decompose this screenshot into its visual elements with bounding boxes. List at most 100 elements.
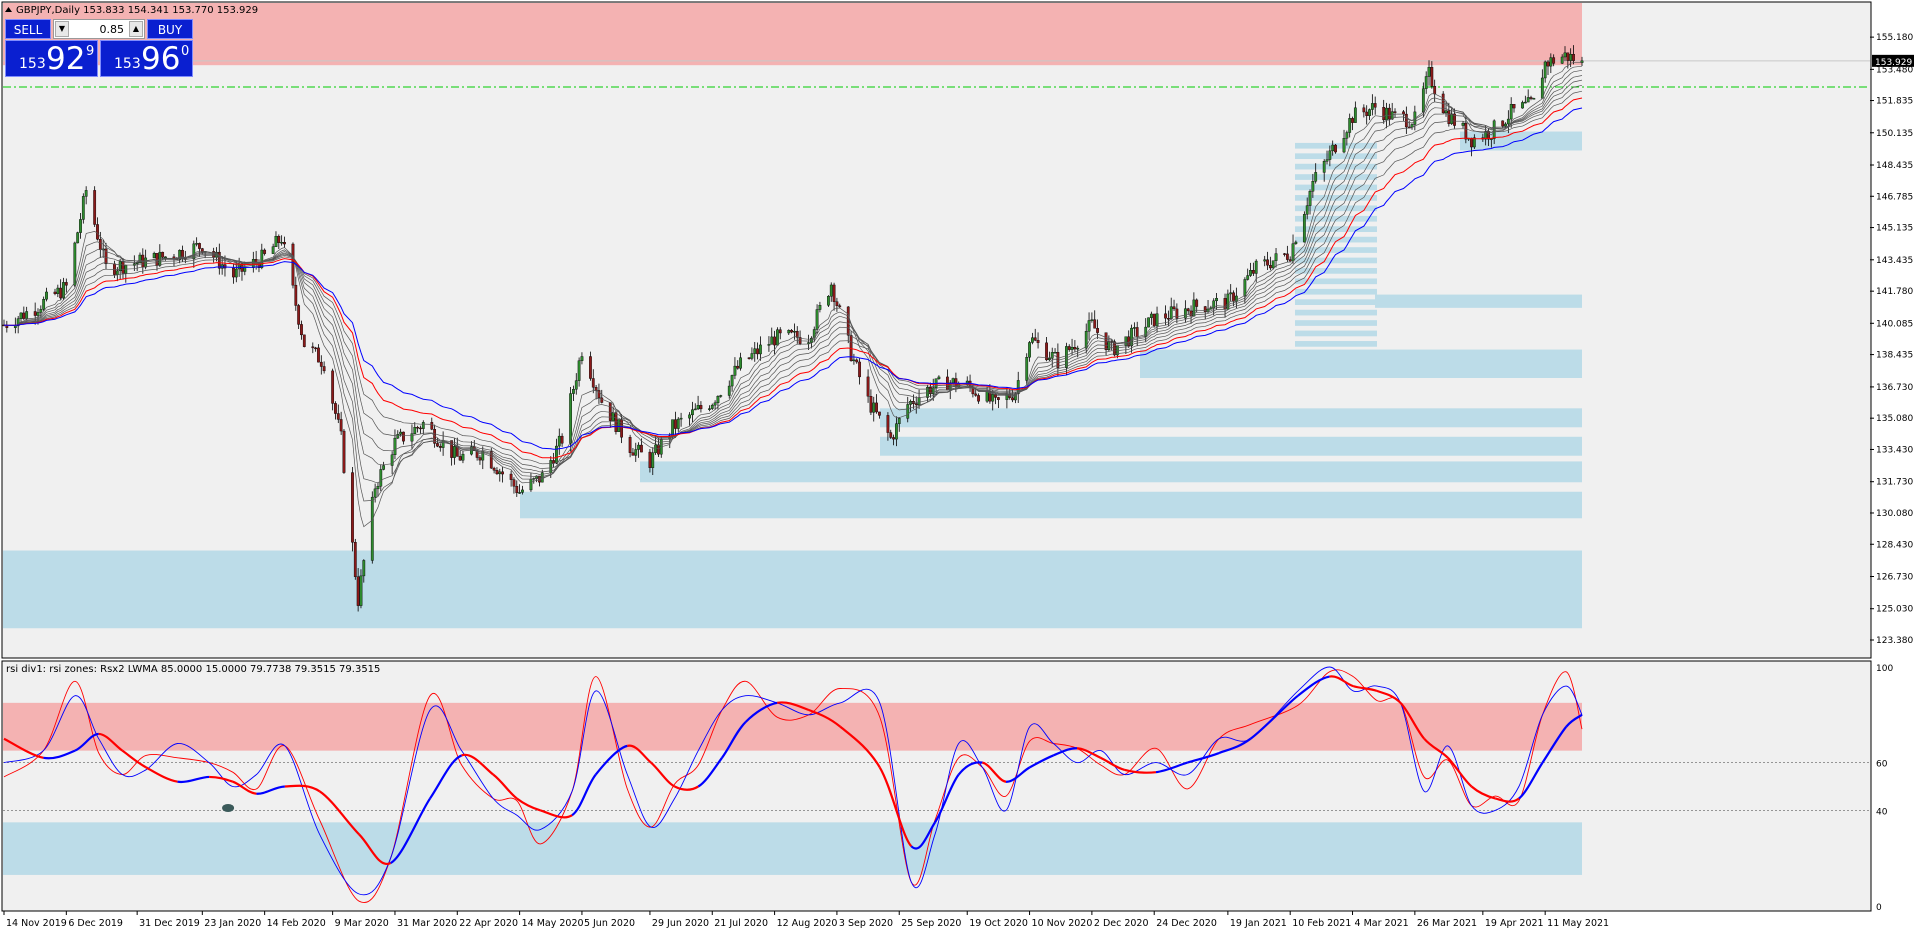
price-panel[interactable]: [1, 1, 1872, 659]
candle-body: [453, 446, 456, 458]
candle-body: [827, 296, 830, 306]
rsi-slow-line-segment: [1447, 757, 1473, 788]
candle-body: [436, 443, 439, 447]
x-tick-label: 9 Mar 2020: [335, 918, 389, 929]
candle-body: [1283, 253, 1286, 255]
lot-size-input[interactable]: [72, 20, 126, 38]
rsi-slow-line-segment: [744, 701, 778, 723]
candle-body: [1011, 397, 1014, 401]
candle-body: [750, 353, 754, 359]
candle-body: [410, 433, 414, 442]
candle-body: [1308, 191, 1312, 206]
x-tick-label: 21 Jul 2020: [714, 918, 768, 929]
candle-body: [1342, 138, 1346, 153]
y-tick-label: 126.730: [1876, 572, 1913, 582]
candle-body: [886, 415, 890, 433]
candle-body: [322, 366, 326, 372]
candle-body: [297, 305, 301, 325]
candle-body: [121, 261, 125, 274]
candle-body: [294, 284, 298, 306]
buy-price-button[interactable]: 153 96 0: [100, 40, 193, 77]
x-tick-label: 14 Nov 2019: [6, 918, 67, 929]
candle-body: [1246, 275, 1250, 280]
candle-body: [736, 365, 740, 369]
candle-body: [951, 378, 955, 384]
demand-ladder-stripe: [1295, 372, 1377, 378]
candle-body: [1025, 357, 1029, 381]
y-tick-label: 153.480: [1876, 65, 1913, 75]
ribbon-ma-line: [3, 90, 1583, 465]
demand-ladder-stripe: [1295, 236, 1377, 243]
candle-body: [359, 575, 363, 606]
candle-body: [1135, 327, 1139, 337]
ma-layer: [3, 61, 1583, 528]
candle-body: [1373, 103, 1377, 108]
candle-body: [557, 435, 561, 447]
candle-body: [713, 402, 717, 406]
candle-body: [1433, 86, 1437, 95]
rsi-slow-line-segment: [516, 797, 541, 812]
candle-body: [1254, 260, 1258, 274]
triangle-down-icon[interactable]: ▼: [55, 21, 69, 37]
candle-body: [688, 414, 691, 419]
candle-body: [402, 431, 405, 442]
candle-body: [835, 301, 839, 306]
candle-body: [62, 282, 65, 299]
candle-body: [223, 264, 227, 269]
sell-button[interactable]: SELL: [5, 19, 51, 39]
sell-price-button[interactable]: 153 92 9: [5, 40, 98, 77]
x-tick-label: 10 Nov 2020: [1032, 918, 1093, 929]
candle-body: [852, 359, 856, 362]
candle-body: [917, 397, 921, 406]
candle-body: [634, 449, 638, 456]
candle-body: [1031, 337, 1034, 343]
buy-button[interactable]: BUY: [147, 19, 193, 39]
rsi-slow-line-segment: [1494, 797, 1520, 803]
candle-body: [991, 394, 995, 402]
candle-body: [1067, 346, 1071, 350]
x-tick-label: 3 Sep 2020: [839, 918, 893, 929]
candle-body: [498, 471, 502, 475]
y-tick-label: 151.835: [1876, 97, 1913, 107]
collapse-triangle-icon[interactable]: [5, 7, 12, 12]
candle-body: [716, 396, 720, 404]
rsi-slow-line-segment: [721, 721, 747, 759]
triangle-up-icon[interactable]: ▲: [129, 21, 143, 37]
candle-body: [631, 452, 635, 456]
candle-body: [1365, 111, 1369, 116]
candle-body: [572, 389, 575, 394]
candle-body: [608, 402, 612, 421]
sell-price-fraction: 9: [86, 44, 95, 59]
rsi-slow-line-segment: [209, 775, 234, 783]
x-tick-label: 12 Aug 2020: [777, 918, 838, 929]
candle-body: [1529, 97, 1533, 99]
candle-body: [1073, 346, 1077, 350]
demand-ladder-stripe: [1295, 153, 1377, 160]
candle-body: [152, 253, 156, 259]
x-tick-label: 31 Mar 2020: [397, 918, 457, 929]
candle-body: [1410, 124, 1414, 128]
x-tick-label: 10 Feb 2021: [1292, 918, 1351, 929]
buy-price-prefix: 153: [114, 56, 141, 72]
demand-ladder-stripe: [1295, 226, 1377, 233]
candle-body: [430, 422, 434, 430]
candle-body: [730, 375, 734, 387]
candle-body: [1532, 98, 1536, 100]
candle-body: [1243, 279, 1247, 297]
candle-body: [1285, 253, 1289, 260]
candle-body: [1016, 380, 1020, 395]
candle-body: [42, 299, 46, 310]
y-tick-label: 141.780: [1876, 287, 1913, 297]
demand-ladder-stripe: [1295, 341, 1377, 347]
candle-body: [1563, 52, 1567, 58]
candle-body: [19, 312, 23, 319]
candle-body: [1226, 293, 1230, 310]
candle-body: [1251, 270, 1255, 274]
candle-body: [300, 324, 303, 336]
x-tick-label: 29 Jun 2020: [652, 918, 709, 929]
candle-body: [311, 346, 315, 349]
candle-body: [1274, 253, 1278, 261]
rsi-slow-line-segment: [697, 757, 723, 788]
candle-body: [671, 419, 674, 437]
candle-body: [492, 467, 496, 471]
